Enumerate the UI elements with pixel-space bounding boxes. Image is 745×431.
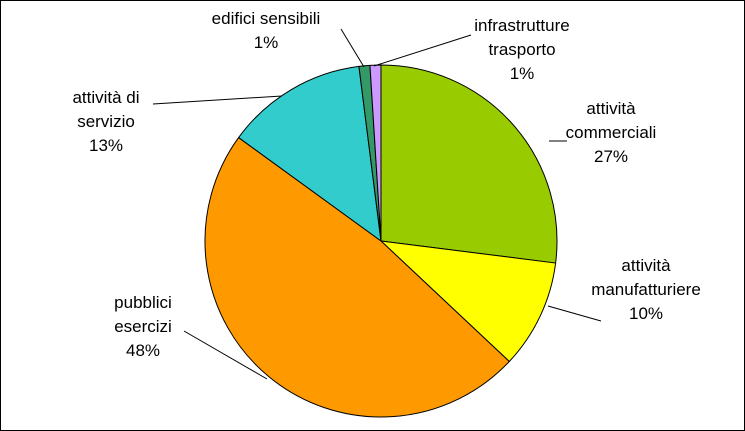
label-attivit-di-servizio: attività di servizio 13%	[72, 88, 139, 155]
leader-line-attivit-manufatturiere	[547, 305, 602, 322]
leader-lines	[152, 28, 602, 380]
leader-line-pubblici-esercizi	[183, 330, 268, 380]
label-percent: 1%	[510, 64, 535, 83]
slice-attivit-di-servizio	[238, 65, 382, 242]
label-text-line: attività di	[72, 88, 139, 107]
label-text-line: attività	[586, 99, 636, 118]
label-text-line: infrastrutture	[474, 16, 569, 35]
label-text-line: commerciali	[566, 123, 657, 142]
label-pubblici-esercizi: pubblici esercizi 48%	[114, 293, 172, 360]
label-percent: 10%	[629, 304, 663, 323]
label-percent: 1%	[254, 33, 279, 52]
pie-slices	[204, 64, 558, 418]
label-infrastrutture-trasporto: infrastrutture trasporto 1%	[474, 16, 569, 83]
label-text-line: attività	[621, 256, 671, 275]
label-text-line: servizio	[77, 112, 135, 131]
leader-line-infrastrutture-trasporto	[373, 34, 472, 67]
label-text-line: esercizi	[114, 317, 172, 336]
slice-pubblici-esercizi	[204, 137, 510, 418]
slice-attivit-commerciali	[380, 64, 558, 264]
label-percent: 13%	[89, 136, 123, 155]
leader-line-edifici-sensibili	[340, 28, 365, 68]
label-attivit-manufatturiere: attività manufatturiere 10%	[591, 256, 701, 323]
label-percent: 27%	[594, 147, 628, 166]
label-text-line: edifici sensibili	[212, 9, 321, 28]
label-text-line: pubblici	[114, 293, 172, 312]
label-percent: 48%	[126, 341, 160, 360]
label-edifici-sensibili: edifici sensibili 1%	[212, 9, 321, 52]
slice-labels: attività commerciali 27% attività manufattur…	[72, 9, 700, 360]
slice-attivit-manufatturiere	[380, 240, 557, 362]
leader-line-attivit-di-servizio	[152, 95, 283, 105]
label-text-line: trasporto	[488, 40, 555, 59]
label-text-line: manufatturiere	[591, 280, 701, 299]
label-attivit-commerciali: attività commerciali 27%	[566, 99, 657, 166]
